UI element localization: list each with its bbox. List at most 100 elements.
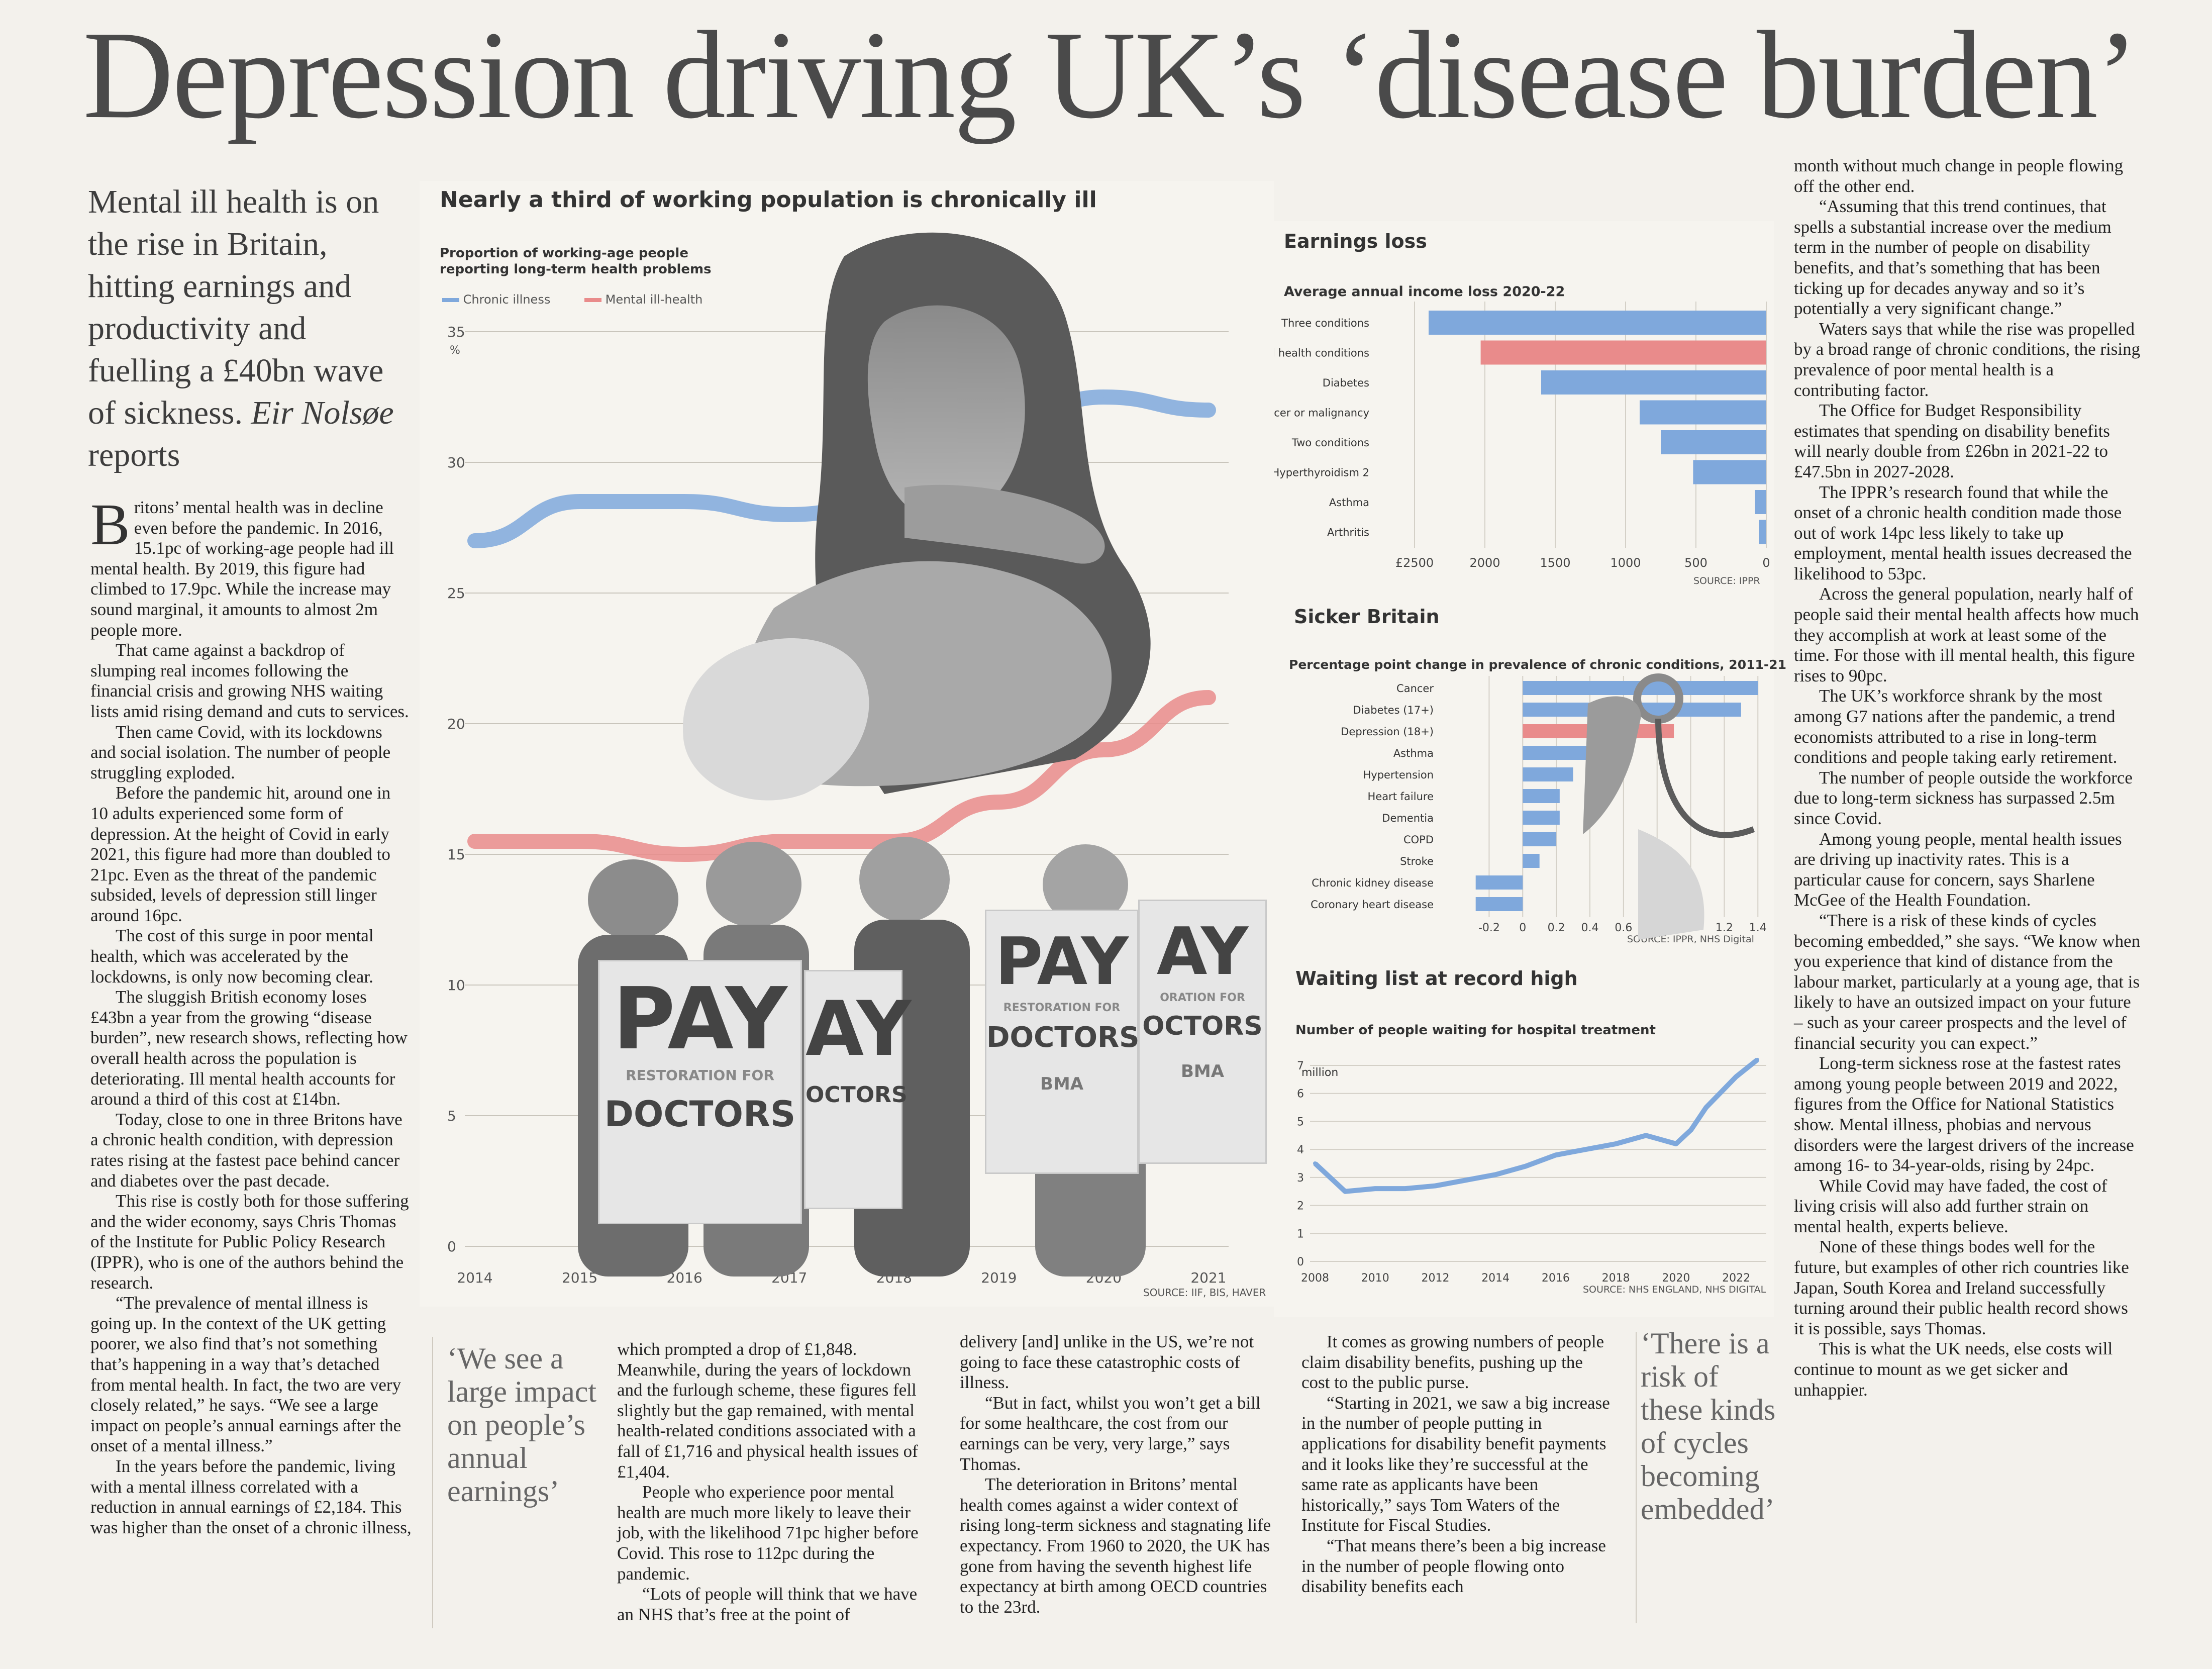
bar: [1523, 789, 1560, 803]
y-tick-label: 4: [1297, 1144, 1304, 1156]
data-point: [1614, 1142, 1618, 1146]
body-column-3: delivery [and] unlike in the US, we’re n…: [960, 1332, 1271, 1617]
y-tick-label: 2: [1297, 1200, 1304, 1213]
category-label: Asthma: [1329, 497, 1369, 509]
main-chart-subtitle: Proportion of working-age people reporti…: [440, 246, 712, 277]
bar: [1475, 875, 1523, 890]
data-point: [1734, 1074, 1739, 1079]
category-label: Dementia: [1382, 812, 1434, 824]
x-tick-label: 2010: [1361, 1272, 1389, 1285]
x-tick-label: 0: [1762, 556, 1770, 570]
category-label: Cancer or malignancy: [1274, 407, 1369, 419]
x-tick-label: 2022: [1722, 1272, 1750, 1285]
protest-sign-mid: AY OCTORS: [804, 970, 912, 1209]
data-point: [1583, 1147, 1588, 1152]
sign-pay-2: PAY: [995, 923, 1129, 1000]
y-tick-label: 25: [447, 585, 465, 602]
series-line-mental: [467, 690, 1216, 862]
category-label: Heart failure: [1368, 791, 1434, 803]
data-point: [1313, 1161, 1317, 1165]
paragraph: “There is a risk of these kinds of cycle…: [1794, 910, 2141, 1053]
category-label: Chronic kidney disease: [1312, 877, 1434, 889]
body-column-5: month without much change in people flow…: [1794, 156, 2141, 1400]
main-chart-title: Nearly a third of working population is …: [440, 187, 1097, 213]
sign-pay: PAY: [613, 969, 787, 1069]
x-tick-label: 2021: [1190, 1269, 1226, 1286]
category-label: Stroke: [1400, 855, 1434, 867]
dropcap: B: [90, 492, 130, 557]
waiting-chart: 0 1 2 3 4 5 6 7 2008 2010 2012 2014 2016 2018 2020 2022: [1297, 1057, 1766, 1285]
protest-sign-left: PAY RESTORATION FOR DOCTORS: [598, 960, 802, 1224]
paragraph: This is what the UK needs, else costs wi…: [1794, 1339, 2113, 1400]
data-point: [1373, 1187, 1377, 1191]
protest-photo: PAY RESTORATION FOR DOCTORS AY OCTORS PA…: [482, 824, 1267, 1277]
sign-restoration-2: RESTORATION FOR: [1003, 1002, 1121, 1014]
headline: Depression driving UK’s ‘disease burden’: [83, 6, 2138, 145]
data-point: [1553, 1153, 1558, 1157]
paragraph: “That means there’s been a big increase …: [1301, 1535, 1606, 1597]
category-label: Two conditions: [1291, 437, 1369, 449]
paragraph: Today, close to one in three Britons hav…: [90, 1109, 403, 1191]
legend-swatch-mental: [584, 298, 601, 302]
x-tick-label: £2500: [1395, 556, 1434, 570]
sign-octors: OCTORS: [806, 1082, 908, 1108]
x-tick-label: 0: [1519, 922, 1526, 934]
category-label: Coronary heart disease: [1311, 899, 1434, 911]
data-point: [1674, 1142, 1678, 1146]
byline: Eir Nolsøe: [251, 395, 394, 431]
paragraph: It comes as growing numbers of people cl…: [1301, 1332, 1604, 1393]
column-rule: [1636, 1332, 1637, 1623]
category-label: Cancer: [1396, 682, 1434, 695]
y-tick-label: 3: [1297, 1172, 1304, 1185]
earnings-chart: £2500 2000 1500 1000 500 0 Three conditions Men…: [1274, 302, 1770, 570]
paragraph: People who experience poor mental health…: [617, 1482, 919, 1584]
woman-photo: [683, 232, 1151, 801]
waiting-section-title: Waiting list at record high: [1295, 967, 1578, 990]
bar: [1523, 854, 1540, 868]
byline-suffix: reports: [88, 437, 180, 473]
body-column-4: It comes as growing numbers of people cl…: [1301, 1332, 1613, 1597]
x-tick-label: 1.4: [1749, 922, 1767, 934]
paragraph: Before the pandemic hit, around one in 1…: [90, 783, 391, 925]
main-chart-source: SOURCE: IIF, BIS, HAVER: [1143, 1287, 1266, 1299]
paragraph: delivery [and] unlike in the US, we’re n…: [960, 1332, 1254, 1393]
main-chart-legend: Chronic illness Mental ill-health: [442, 292, 702, 307]
paragraph: Among young people, mental health issues…: [1794, 829, 2122, 910]
bar: [1523, 811, 1560, 825]
protest-sign-far-right: AY ORATION FOR OCTORS BMA: [1138, 900, 1267, 1164]
sign-doctors-2: DOCTORS: [986, 1021, 1140, 1054]
sign-ay: AY: [806, 986, 912, 1073]
category-label: Three conditions: [1281, 317, 1369, 329]
y-tick-label: 15: [447, 846, 465, 863]
x-tick-label: 1.2: [1716, 922, 1733, 934]
paragraph: While Covid may have faded, the cost of …: [1794, 1175, 2107, 1236]
paragraph: The sluggish British economy loses £43bn…: [90, 987, 408, 1109]
category-label: Mental health conditions: [1274, 347, 1369, 359]
category-label: Hypertension: [1363, 769, 1434, 781]
x-tick-label: 2014: [1481, 1272, 1510, 1285]
y-tick-label: 35: [447, 324, 465, 340]
paragraph: The number of people outside the workfor…: [1794, 767, 2133, 828]
x-tick-label: 2015: [562, 1269, 597, 1286]
x-tick-label: 2014: [457, 1269, 492, 1286]
paragraph: None of these things bodes well for the …: [1794, 1237, 2129, 1338]
data-point: [1524, 1164, 1528, 1168]
data-point: [1343, 1189, 1347, 1194]
earnings-section-title: Earnings loss: [1284, 230, 1427, 252]
paragraph: “Starting in 2021, we saw a big increase…: [1301, 1393, 1610, 1535]
x-tick-label: 2020: [1662, 1272, 1690, 1285]
bar: [1759, 520, 1766, 544]
legend-swatch-chronic: [442, 298, 459, 302]
x-tick-label: 500: [1684, 556, 1707, 570]
data-point: [1433, 1184, 1438, 1188]
paragraph: which prompted a drop of £1,848. Meanwhi…: [617, 1339, 918, 1482]
standfirst-text: Mental ill health is on the rise in Brit…: [88, 183, 384, 431]
category-label: COPD: [1403, 834, 1434, 846]
paragraph: Long-term sickness rose at the fastest r…: [1794, 1053, 2134, 1175]
paragraph: “The prevalence of mental illness is goi…: [90, 1293, 401, 1456]
bar: [1480, 340, 1766, 365]
bar: [1523, 832, 1557, 846]
y-tick-label: 6: [1297, 1088, 1304, 1101]
x-tick-label: 2012: [1421, 1272, 1449, 1285]
x-tick-label: 2018: [1602, 1272, 1630, 1285]
